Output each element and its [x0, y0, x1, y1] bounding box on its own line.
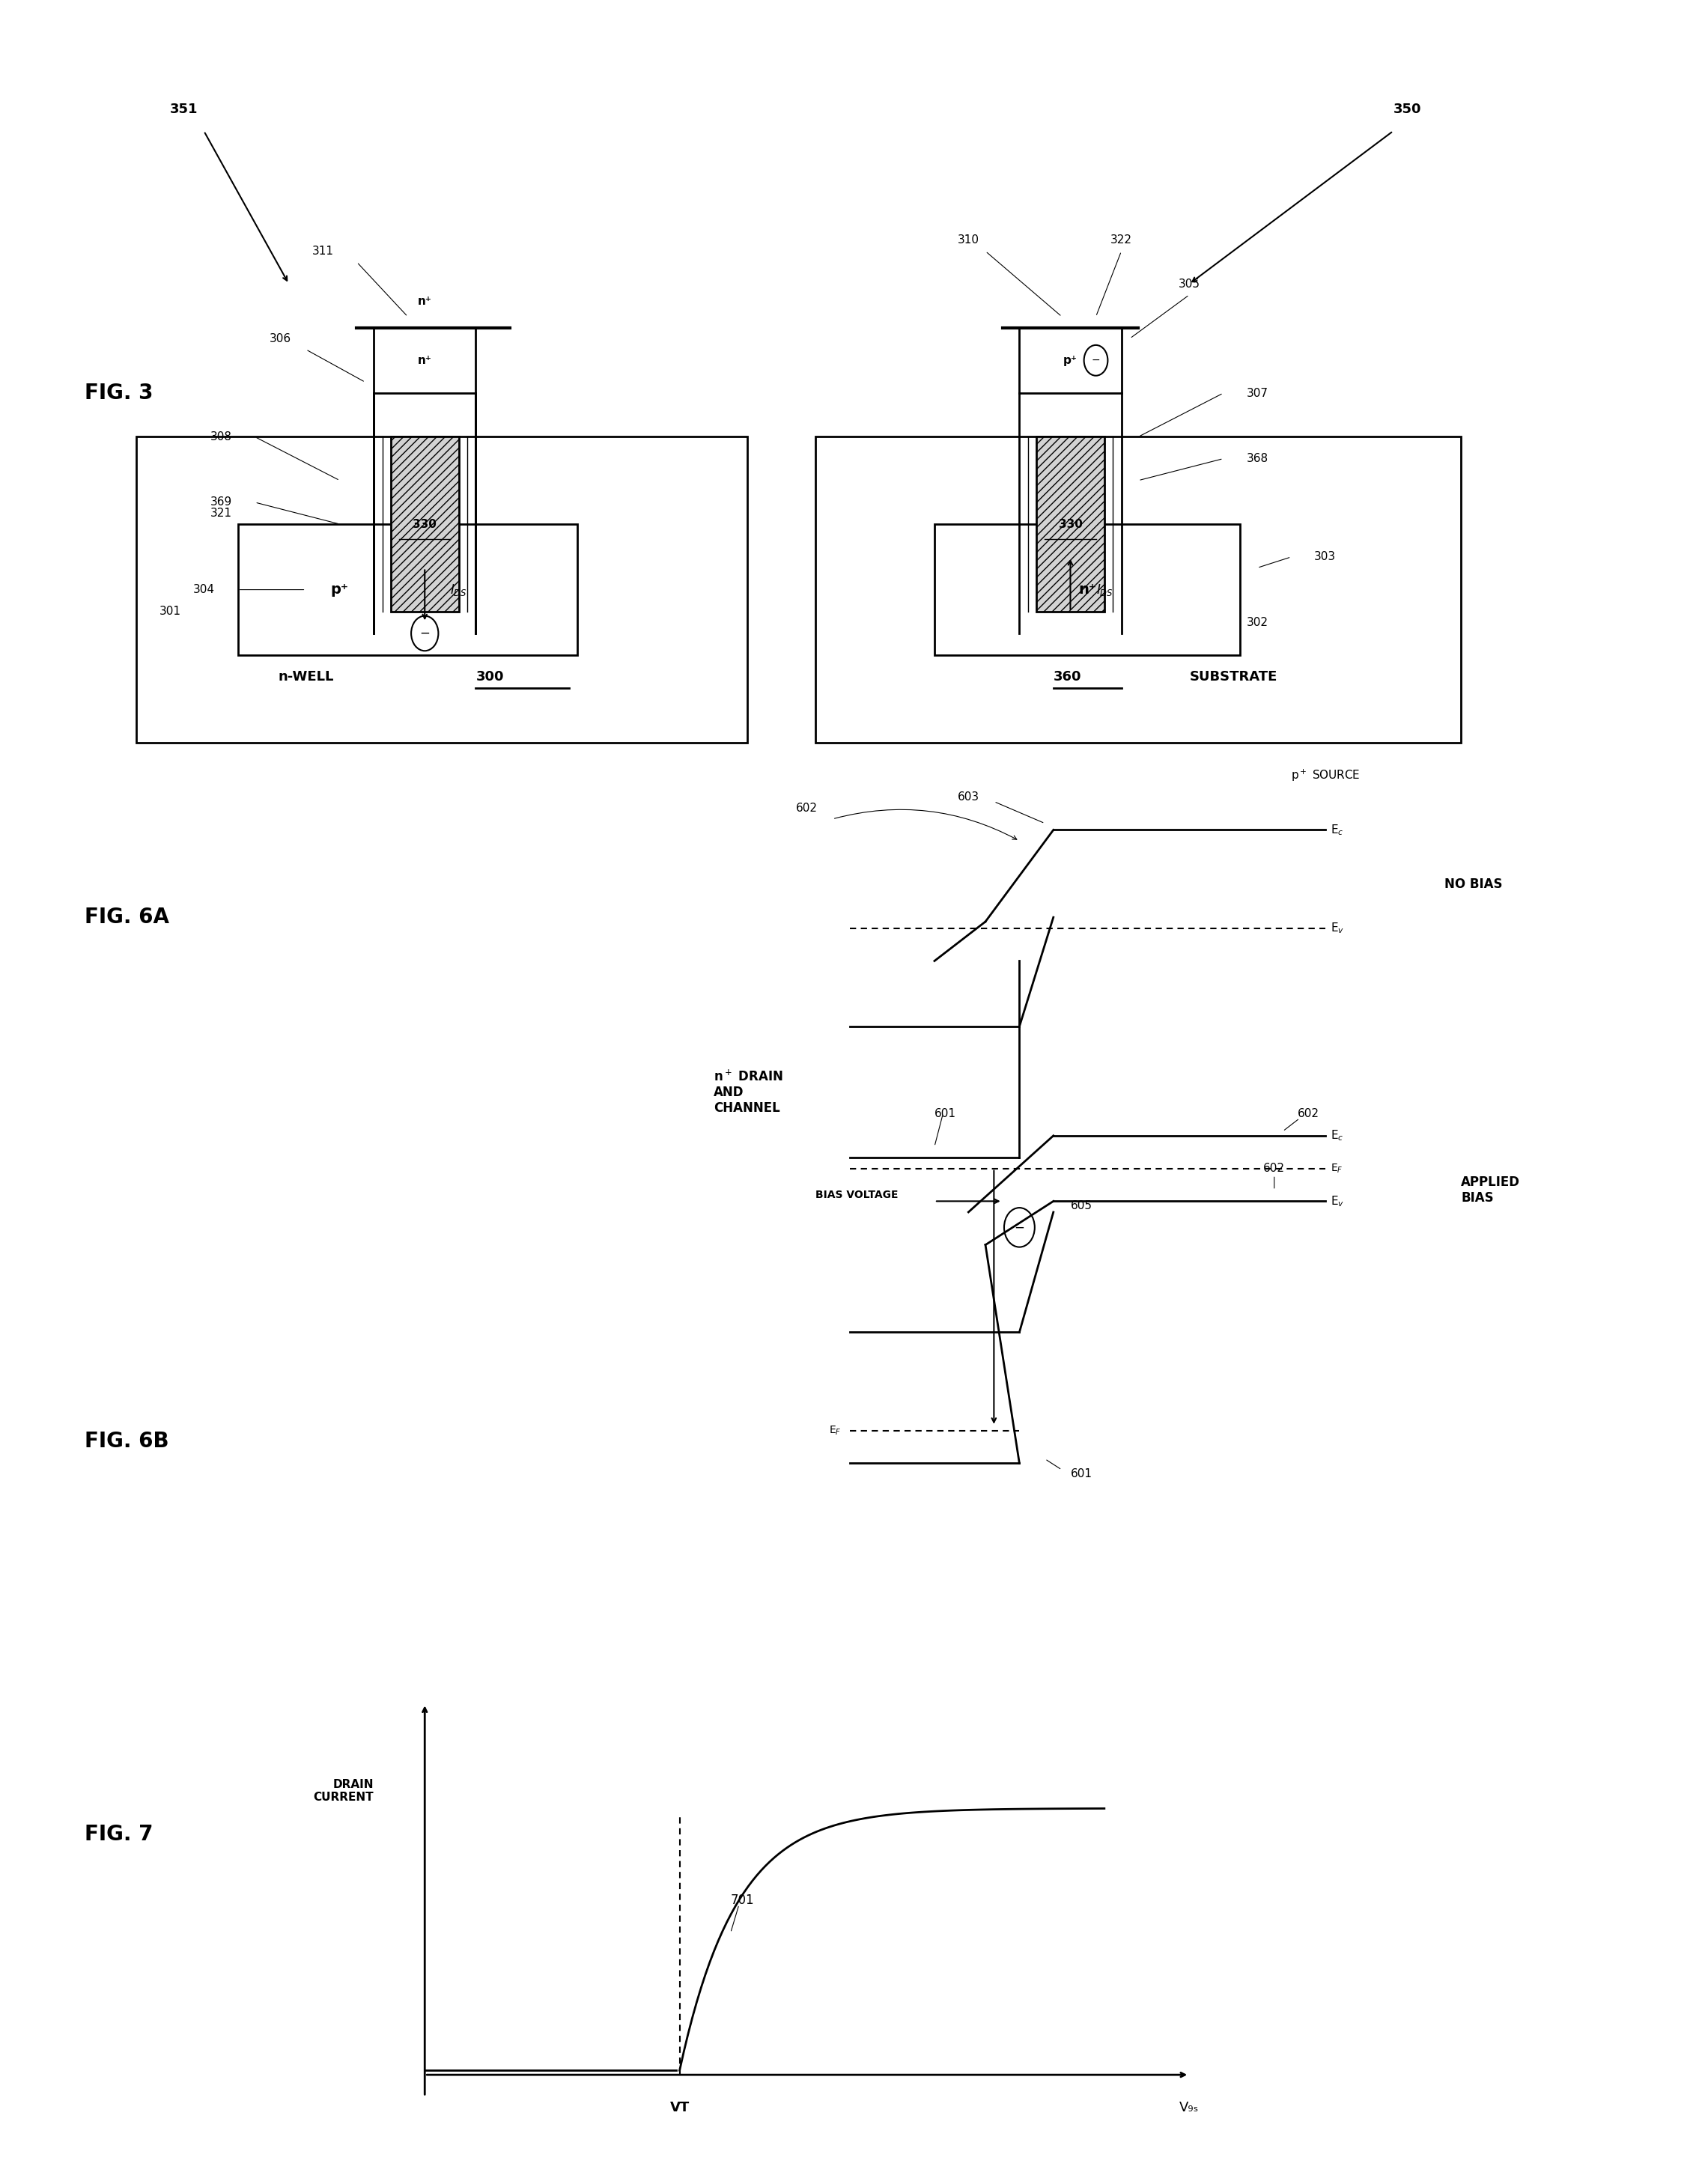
Text: APPLIED
BIAS: APPLIED BIAS [1461, 1175, 1521, 1206]
Text: $I_{DS}$: $I_{DS}$ [1096, 583, 1113, 596]
Text: E$_v$: E$_v$ [1330, 1195, 1344, 1208]
Text: BIAS VOLTAGE: BIAS VOLTAGE [816, 1190, 899, 1199]
Text: 701: 701 [731, 1894, 754, 1907]
Text: FIG. 6A: FIG. 6A [85, 906, 170, 928]
FancyBboxPatch shape [934, 524, 1240, 655]
Text: 310: 310 [958, 234, 979, 247]
Text: 300: 300 [476, 670, 505, 684]
Bar [391, 437, 459, 612]
Text: −: − [1014, 1221, 1024, 1234]
Text: 351: 351 [170, 103, 199, 116]
FancyBboxPatch shape [238, 524, 578, 655]
Text: 302: 302 [1247, 616, 1267, 629]
Text: 369: 369 [211, 496, 231, 509]
Text: 321: 321 [211, 507, 231, 520]
Text: E$_v$: E$_v$ [1330, 922, 1344, 935]
Text: E$_F$: E$_F$ [1330, 1162, 1342, 1175]
Text: 311: 311 [313, 245, 333, 258]
Text: FIG. 3: FIG. 3 [85, 382, 153, 404]
Text: DRAIN
CURRENT: DRAIN CURRENT [313, 1778, 374, 1804]
Text: SUBSTRATE: SUBSTRATE [1189, 670, 1278, 684]
Text: 307: 307 [1247, 387, 1267, 400]
Text: n⁺: n⁺ [1079, 583, 1096, 596]
Text: 308: 308 [211, 430, 231, 443]
Text: n⁺: n⁺ [418, 354, 432, 367]
Text: 303: 303 [1315, 550, 1335, 563]
FancyBboxPatch shape [816, 437, 1461, 743]
Text: 322: 322 [1111, 234, 1132, 247]
Text: 602: 602 [1264, 1162, 1284, 1175]
Text: 305: 305 [1179, 277, 1199, 290]
Text: E$_F$: E$_F$ [829, 1424, 841, 1437]
Text: 360: 360 [1053, 670, 1082, 684]
FancyBboxPatch shape [136, 437, 748, 743]
Text: 330: 330 [1058, 518, 1082, 531]
Text: 601: 601 [934, 1107, 957, 1120]
Bar [1019, 328, 1121, 393]
Text: 602: 602 [1298, 1107, 1318, 1120]
Text: 603: 603 [958, 791, 979, 804]
Bar [374, 328, 476, 393]
Text: −: − [420, 627, 430, 640]
Text: 350: 350 [1393, 103, 1422, 116]
Text: 306: 306 [270, 332, 291, 345]
Text: p$^+$ SOURCE: p$^+$ SOURCE [1291, 769, 1361, 782]
Text: E$_c$: E$_c$ [1330, 1129, 1344, 1142]
Text: n⁺: n⁺ [418, 295, 432, 308]
Text: NO BIAS: NO BIAS [1444, 878, 1502, 891]
Text: n$^+$ DRAIN
AND
CHANNEL: n$^+$ DRAIN AND CHANNEL [714, 1070, 783, 1114]
Text: n-WELL: n-WELL [279, 670, 333, 684]
Text: 602: 602 [797, 802, 817, 815]
Text: 330: 330 [413, 518, 437, 531]
Text: E$_c$: E$_c$ [1330, 823, 1344, 836]
Text: −: − [1091, 356, 1101, 365]
Text: 301: 301 [160, 605, 180, 618]
Text: p⁺: p⁺ [1064, 354, 1077, 367]
Text: 368: 368 [1247, 452, 1267, 465]
Text: V₉ₛ: V₉ₛ [1179, 2101, 1199, 2114]
Text: FIG. 6B: FIG. 6B [85, 1431, 170, 1452]
Text: FIG. 7: FIG. 7 [85, 1824, 153, 1845]
Bar [1036, 437, 1104, 612]
Text: $I_{DS}$: $I_{DS}$ [450, 583, 467, 596]
Text: 304: 304 [194, 583, 214, 596]
Text: 601: 601 [1070, 1468, 1092, 1481]
Text: VT: VT [669, 2101, 690, 2114]
Text: 605: 605 [1070, 1199, 1092, 1212]
Text: p⁺: p⁺ [331, 583, 348, 596]
